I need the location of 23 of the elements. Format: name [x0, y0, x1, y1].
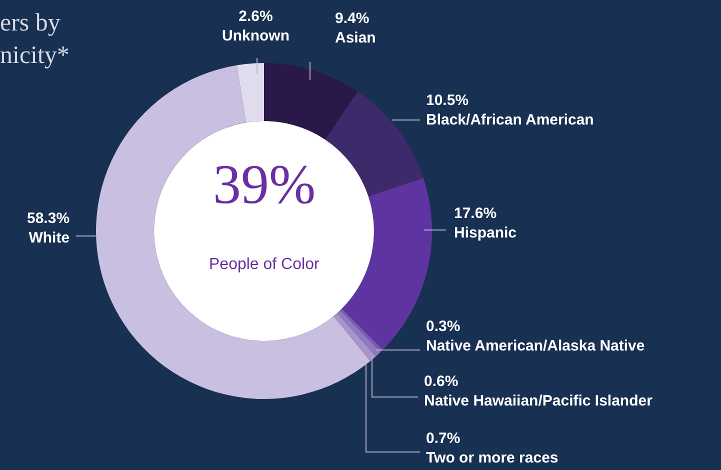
data-label: 9.4%: [335, 10, 370, 27]
slice-label: Two or more races: [426, 450, 558, 466]
slice-label: Hispanic: [454, 224, 517, 242]
donut-slice: [264, 63, 358, 140]
slice-label: Native American/Alaska Native: [426, 338, 645, 354]
text: People of Color: [209, 256, 320, 273]
slice-label: Asian: [335, 30, 376, 46]
donut-slice: [325, 91, 424, 196]
data-label: 58.3%: [27, 210, 70, 227]
slice-label: Black/African American: [426, 112, 594, 128]
slice-label: Native Hawaiian/Pacific Islander: [424, 392, 653, 410]
data-label: 0.3%: [426, 318, 460, 335]
slice-label: White: [28, 230, 70, 246]
text: ers by nicity*: [0, 10, 70, 70]
text: 39%: [213, 154, 316, 216]
data-label: 0.6%: [424, 373, 458, 390]
donut-slice: [236, 63, 264, 122]
data-label: 0.7%: [426, 430, 460, 447]
data-label: 10.5%: [426, 92, 469, 109]
data-label: 2.6%: [238, 8, 273, 25]
data-label: 17.6%: [454, 205, 497, 222]
donut-slice: [96, 65, 370, 399]
slice-label: Unknown: [222, 28, 290, 44]
